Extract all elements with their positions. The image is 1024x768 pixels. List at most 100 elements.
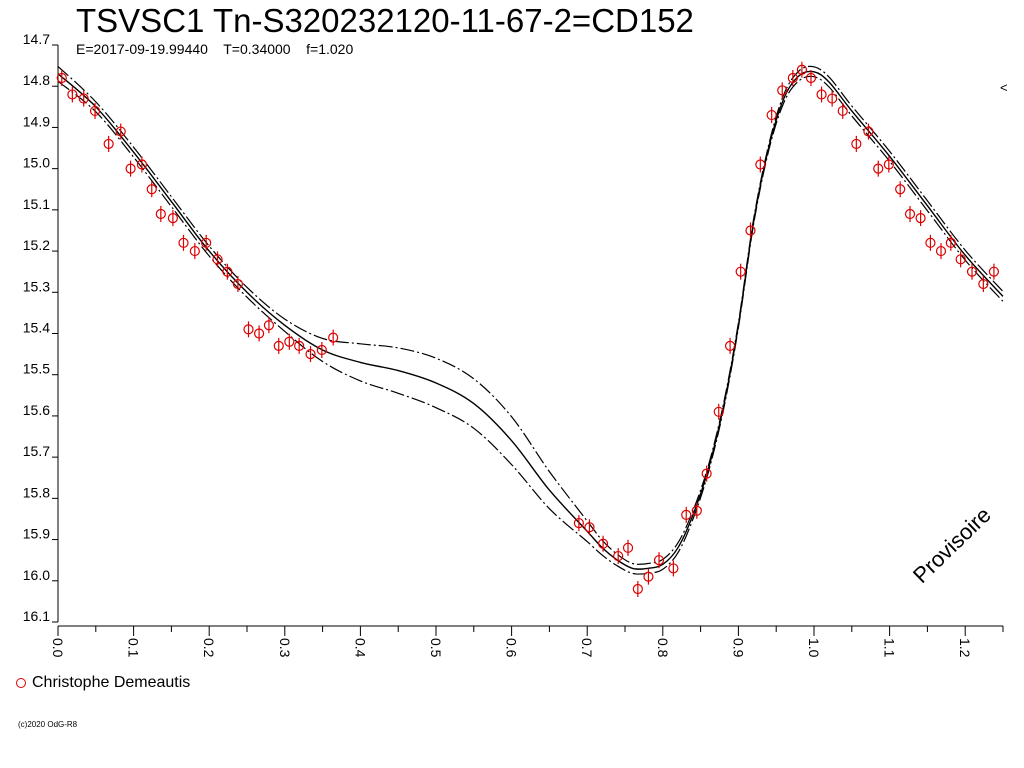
data-point-marker — [56, 72, 67, 84]
data-point-marker — [955, 254, 966, 265]
data-point — [935, 243, 947, 260]
data-point-marker — [755, 159, 766, 170]
data-point — [56, 69, 67, 86]
data-point — [597, 535, 609, 552]
data-point — [873, 160, 884, 177]
data-point-marker — [827, 93, 838, 104]
data-point-marker — [632, 583, 643, 595]
data-point — [622, 539, 634, 556]
data-point-marker — [904, 208, 916, 220]
data-point-marker — [597, 538, 609, 549]
x-tick-label: 0.9 — [730, 638, 746, 658]
y-tick-label: 15.7 — [23, 443, 50, 459]
observations-group — [56, 61, 1000, 598]
x-tick-label: 0.3 — [277, 638, 293, 658]
data-point — [945, 234, 956, 251]
data-point-marker — [863, 126, 874, 137]
data-point — [115, 123, 126, 140]
data-point-marker — [125, 163, 136, 174]
data-point — [978, 276, 989, 293]
y-tick-label: 15.4 — [23, 320, 50, 336]
data-point — [643, 568, 654, 585]
data-point-marker — [935, 245, 947, 257]
data-point — [189, 243, 200, 260]
chart-subtitle: E=2017-09-19.99440 T=0.34000 f=1.020 — [76, 41, 354, 57]
x-tick-label: 0.2 — [201, 638, 217, 658]
edge-marker: < — [1000, 80, 1008, 95]
data-point — [653, 552, 665, 569]
data-point — [212, 251, 223, 268]
y-tick-label: 15.5 — [23, 361, 50, 377]
data-point-marker — [294, 340, 305, 351]
data-point — [766, 107, 777, 124]
data-point — [305, 346, 316, 363]
data-point — [78, 90, 89, 107]
data-point — [745, 222, 756, 239]
data-point-marker — [701, 468, 712, 479]
data-point — [735, 263, 746, 280]
data-point-marker — [668, 563, 679, 574]
data-point-marker — [816, 89, 827, 100]
data-point — [573, 515, 584, 532]
data-point — [681, 506, 692, 523]
legend-label: Christophe Demeautis — [32, 674, 191, 691]
data-point-marker — [253, 328, 265, 339]
data-point — [263, 317, 275, 334]
data-point — [136, 156, 148, 173]
data-point-marker — [777, 85, 788, 96]
y-tick-label: 16.0 — [23, 567, 50, 583]
data-point — [273, 337, 284, 354]
x-tick-label: 1.1 — [882, 638, 898, 658]
data-point-marker — [925, 237, 936, 248]
data-point-marker — [273, 340, 284, 351]
data-point-marker — [883, 159, 894, 170]
data-point-marker — [966, 266, 978, 277]
data-point — [243, 321, 254, 338]
data-point — [724, 337, 736, 354]
data-point — [955, 251, 966, 268]
data-point-marker — [178, 237, 189, 248]
data-point — [103, 135, 114, 152]
data-point-marker — [787, 72, 798, 84]
data-point-marker — [766, 109, 777, 121]
x-tick-label: 0.4 — [352, 638, 368, 658]
data-point — [777, 82, 788, 99]
data-point — [895, 181, 906, 198]
data-point — [294, 337, 305, 354]
copyright-notice: (c)2020 OdG-R8 — [18, 720, 78, 729]
data-point-marker — [895, 184, 906, 195]
data-point-marker — [713, 406, 724, 417]
data-point-marker — [89, 105, 101, 117]
data-point — [316, 341, 327, 358]
data-point-marker — [316, 344, 327, 356]
data-point — [988, 263, 1000, 280]
x-tick-label: 0.5 — [428, 638, 444, 658]
model-upper-envelope — [57, 65, 1004, 565]
y-tick-label: 15.1 — [23, 196, 50, 212]
data-point-marker — [136, 159, 148, 170]
x-tick-label: 0.0 — [50, 638, 66, 658]
data-point — [701, 465, 712, 482]
data-point-marker — [988, 266, 1000, 277]
data-point-marker — [584, 522, 595, 533]
data-point — [883, 156, 894, 173]
x-tick-label: 1.2 — [957, 638, 973, 658]
data-point-marker — [735, 266, 746, 277]
data-point — [755, 156, 766, 173]
y-tick-label: 15.3 — [23, 278, 50, 294]
data-point-marker — [873, 163, 884, 174]
data-point-marker — [201, 237, 212, 248]
y-tick-label: 14.7 — [23, 31, 50, 47]
data-point — [167, 210, 179, 227]
data-point — [837, 102, 848, 119]
data-point-marker — [167, 213, 179, 224]
data-point-marker — [243, 324, 254, 335]
data-point — [67, 86, 78, 103]
data-point — [222, 263, 233, 280]
data-point-marker — [328, 332, 339, 343]
data-point — [328, 329, 339, 346]
data-point-marker — [305, 349, 316, 360]
y-tick-label: 15.6 — [23, 402, 50, 418]
axes-group: 14.7 14.8 14.9 15.0 15.1 15.2 15.3 15.4 15.5 15.6… — [23, 31, 1004, 658]
